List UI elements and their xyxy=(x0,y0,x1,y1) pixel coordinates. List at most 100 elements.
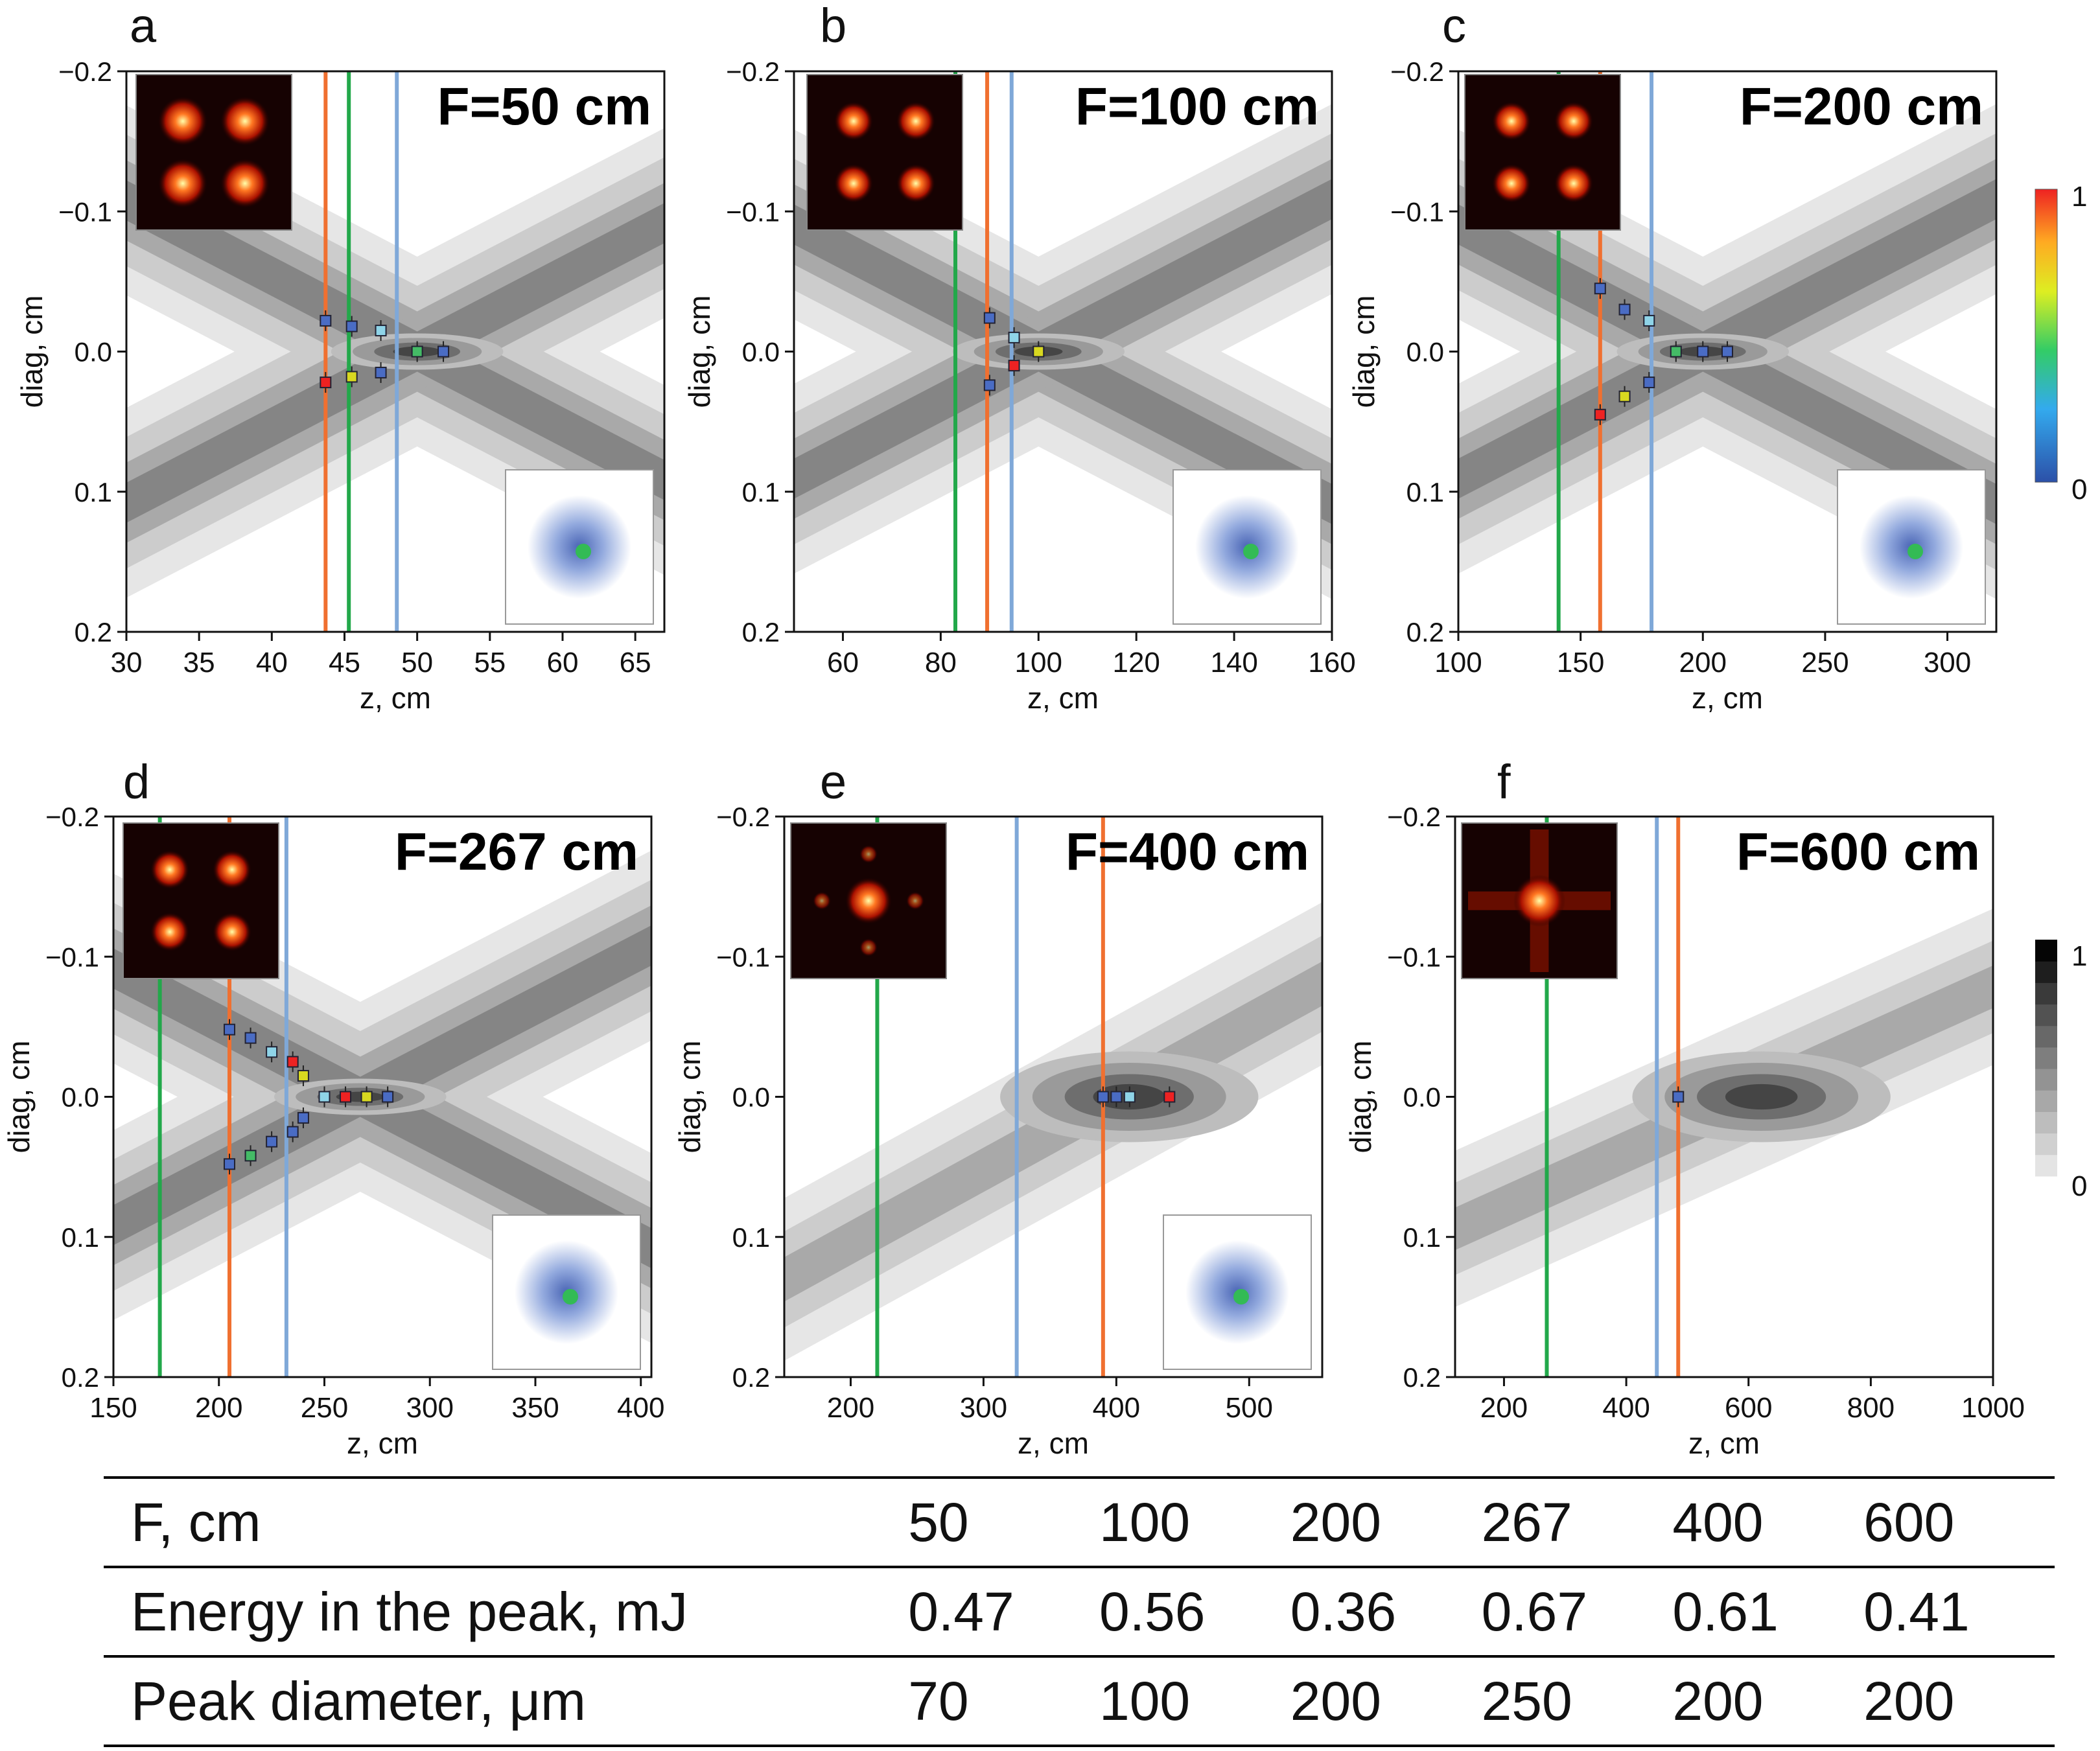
x-axis-label: z, cm xyxy=(1018,1426,1089,1460)
x-tick-label: 30 xyxy=(111,647,143,678)
x-axis-label: z, cm xyxy=(1027,681,1099,715)
table-cell: 0.56 xyxy=(1099,1581,1206,1642)
x-tick-label: 250 xyxy=(301,1392,348,1424)
x-tick-label: 35 xyxy=(183,647,215,678)
data-marker xyxy=(1721,345,1733,358)
simulation-inset xyxy=(1461,822,1618,979)
x-tick-label: 400 xyxy=(1093,1392,1140,1424)
data-marker xyxy=(438,345,450,358)
x-tick-label: 50 xyxy=(401,647,433,678)
x-tick-label: 200 xyxy=(195,1392,242,1424)
table-row: F, cm 50 100 200 267 400 600 xyxy=(104,1478,2055,1567)
x-tick-label: 55 xyxy=(474,647,506,678)
y-tick-label: 0.2 xyxy=(742,617,780,647)
data-marker xyxy=(1643,377,1655,389)
results-table: F, cm 50 100 200 267 400 600 Energy in the peak… xyxy=(104,1476,2055,1747)
table-cell: 100 xyxy=(1099,1670,1191,1732)
data-marker xyxy=(411,345,423,358)
y-tick-label: 0.0 xyxy=(742,337,780,367)
data-marker xyxy=(320,377,332,389)
simulation-inset xyxy=(122,822,279,979)
row-label: Energy in the peak, mJ xyxy=(131,1581,688,1642)
data-marker xyxy=(1618,303,1631,316)
table-cell: 70 xyxy=(908,1670,969,1732)
x-axis-label: z, cm xyxy=(1688,1426,1760,1460)
y-tick-label: 0.2 xyxy=(732,1362,770,1393)
y-tick-label: 0.1 xyxy=(1403,1222,1441,1253)
panel-f: f 200 400 600 800 1000 −0.2 −0.1 0.0 0.1 0.2 z, cm… xyxy=(1344,755,2025,1460)
x-tick-label: 60 xyxy=(827,647,859,678)
data-marker xyxy=(286,1056,299,1068)
data-marker xyxy=(224,1023,236,1036)
y-tick-label: 0.0 xyxy=(732,1082,770,1113)
x-tick-label: 150 xyxy=(89,1392,137,1424)
colorbar-gray-level xyxy=(2035,1111,2057,1134)
y-tick-label: 0.2 xyxy=(1406,617,1444,647)
table-cell: 600 xyxy=(1863,1491,1955,1553)
x-tick-label: 40 xyxy=(256,647,288,678)
data-marker xyxy=(297,1070,309,1082)
y-tick-label: 0.1 xyxy=(1406,477,1444,507)
simulation-inset xyxy=(806,74,963,231)
panel-b: b 60 80 100 120 140 160 −0.2 −0.1 0.0 0.1 0.2 z, cm… xyxy=(682,0,1356,715)
x-tick-label: 250 xyxy=(1801,647,1849,678)
x-tick-label: 500 xyxy=(1226,1392,1273,1424)
colorbar-gray-max: 1 xyxy=(2071,940,2087,972)
table-row: Peak diameter, μm 70 100 200 250 200 200 xyxy=(104,1656,2055,1746)
data-marker xyxy=(340,1091,352,1103)
colorbar-gray-level xyxy=(2035,1047,2057,1069)
x-tick-label: 160 xyxy=(1308,647,1355,678)
y-tick-label: −0.2 xyxy=(726,56,780,87)
panel-letter: d xyxy=(123,755,150,809)
colorbar-gray-level xyxy=(2035,961,2057,983)
y-axis-label: diag, cm xyxy=(1344,1041,1377,1154)
x-tick-label: 200 xyxy=(827,1392,874,1424)
y-tick-label: 0.2 xyxy=(62,1362,99,1393)
panel-title: F=50 cm xyxy=(438,77,651,136)
data-marker xyxy=(1618,390,1631,402)
panel-title: F=100 cm xyxy=(1075,77,1319,136)
table-cell: 50 xyxy=(908,1491,969,1553)
x-tick-label: 80 xyxy=(925,647,957,678)
y-axis-label: diag, cm xyxy=(673,1041,706,1154)
data-marker xyxy=(1008,331,1020,343)
data-marker xyxy=(983,312,996,324)
colorbar-rainbow-min: 0 xyxy=(2071,474,2087,505)
colorbar-gray: 1 0 xyxy=(2035,940,2087,1202)
y-tick-label: −0.1 xyxy=(1387,942,1441,972)
data-marker xyxy=(297,1111,309,1124)
table-cell: 0.36 xyxy=(1290,1581,1397,1642)
y-tick-label: 0.2 xyxy=(1403,1362,1441,1393)
colorbar-gray-level xyxy=(2035,1069,2057,1091)
data-marker xyxy=(1163,1091,1176,1103)
data-marker xyxy=(1123,1091,1136,1103)
panel-letter: e xyxy=(820,755,846,809)
colorbar-gray-level xyxy=(2035,1025,2057,1048)
x-tick-label: 150 xyxy=(1557,647,1604,678)
x-tick-label: 300 xyxy=(1924,647,1971,678)
x-tick-label: 600 xyxy=(1725,1392,1772,1424)
x-tick-label: 400 xyxy=(617,1392,664,1424)
y-tick-label: 0.0 xyxy=(75,337,112,367)
panel-c: c 100 150 200 250 300 −0.2 −0.1 0.0 0.1 0.2 z, cm d… xyxy=(1347,0,1998,715)
filament-contour xyxy=(1725,1084,1798,1110)
data-marker xyxy=(320,314,332,327)
data-marker xyxy=(1110,1091,1123,1103)
simulation-inset xyxy=(135,74,292,231)
camera-inset xyxy=(505,469,654,625)
camera-inset xyxy=(1172,469,1322,625)
contour-field xyxy=(113,850,651,1343)
x-tick-label: 45 xyxy=(329,647,360,678)
y-tick-label: 0.0 xyxy=(62,1082,99,1113)
data-marker xyxy=(1594,408,1606,421)
table-cell: 0.47 xyxy=(908,1581,1014,1642)
y-tick-label: −0.1 xyxy=(1390,196,1444,227)
row-label: F, cm xyxy=(131,1491,261,1553)
x-tick-label: 1000 xyxy=(1961,1392,2025,1424)
table-row: Energy in the peak, mJ 0.47 0.56 0.36 0.67 0.… xyxy=(104,1567,2055,1656)
data-marker xyxy=(1697,345,1709,358)
y-tick-label: 0.1 xyxy=(75,477,112,507)
x-tick-label: 100 xyxy=(1434,647,1482,678)
contour-field xyxy=(1455,909,1993,1307)
